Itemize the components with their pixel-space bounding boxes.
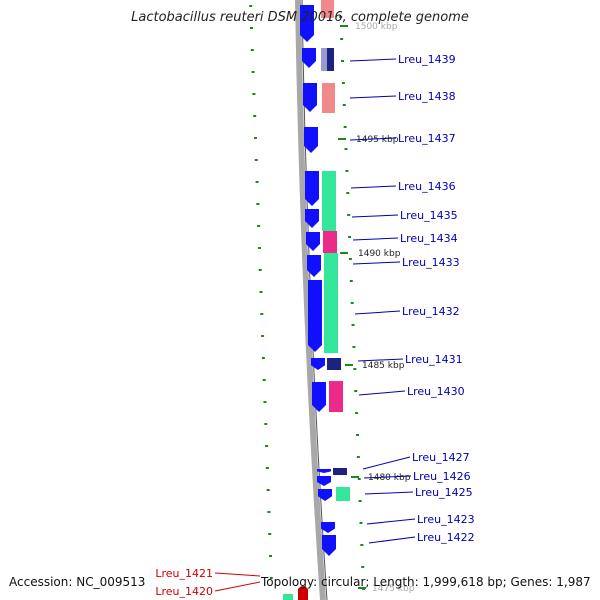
cog-block (324, 253, 338, 353)
gene-label: Lreu_1421 (155, 567, 213, 580)
kbp-tick-label: 1495 kbp (356, 135, 399, 145)
outer-ticks (339, 16, 366, 590)
cog-block (336, 487, 350, 501)
genome-summary-text: Topology: circular; Length: 1,999,618 bp… (261, 575, 591, 589)
gene-label: Lreu_1435 (400, 209, 458, 222)
kbp-tick-label: 1500 kbp (355, 22, 398, 32)
label-leader-line (350, 185, 397, 189)
cds-arrow (317, 469, 331, 473)
label-leader-line (366, 518, 416, 525)
gene-label: Lreu_1438 (398, 90, 456, 103)
kbp-tick-label: 1485 kbp (362, 361, 405, 371)
gene-label: Lreu_1436 (398, 180, 456, 193)
cds-arrow (304, 127, 318, 153)
label-leader-line (214, 572, 261, 577)
label-leader-line (214, 581, 261, 592)
cds-arrow (308, 280, 322, 352)
gene-label: Lreu_1430 (407, 385, 465, 398)
inner-ticks (249, 5, 273, 579)
kbp-tick-label: 1475 kbp (372, 584, 415, 594)
gene-label: Lreu_1433 (402, 256, 460, 269)
cds-arrow (318, 489, 332, 501)
gene-label: Lreu_1420 (155, 585, 213, 598)
label-leader-line (352, 261, 401, 265)
gene-label: Lreu_1427 (412, 451, 470, 464)
label-leader-line (364, 491, 414, 495)
label-leader-line (363, 475, 412, 479)
label-leader-line (368, 536, 416, 544)
gene-labels: Lreu_1439 Lreu_1438 Lreu_1437 Lreu_1436 Lreu… (155, 53, 474, 598)
cog-block (321, 48, 327, 71)
gene-label: Lreu_1437 (398, 132, 456, 145)
label-leader-line (349, 58, 397, 62)
kbp-tick-label: 1480 kbp (368, 473, 411, 483)
cds-arrow (302, 48, 316, 68)
cog-block (329, 381, 343, 412)
gene-label: Lreu_1423 (417, 513, 475, 526)
label-leader-line (358, 390, 406, 396)
label-leaders (214, 58, 416, 592)
cds-arrow (321, 522, 335, 533)
cds-arrow (300, 5, 314, 42)
label-leader-line (354, 310, 401, 315)
cds-arrow-red (298, 586, 308, 600)
cds-arrow (312, 382, 326, 412)
cog-track (283, 0, 350, 600)
backbone (295, 0, 326, 600)
map-title: Lactobacillus reuteri DSM 20016, complet… (131, 10, 469, 25)
cds-arrow (303, 83, 317, 112)
gene-label: Lreu_1434 (400, 232, 458, 245)
label-leader-line (352, 237, 399, 241)
cog-block (327, 358, 341, 370)
label-leader-line (362, 456, 411, 470)
cds-arrow (305, 171, 319, 206)
cds-arrow (322, 535, 336, 556)
gene-label: Lreu_1432 (402, 305, 460, 318)
gene-label: Lreu_1439 (398, 53, 456, 66)
cds-arrow (311, 358, 325, 370)
gene-label: Lreu_1425 (415, 486, 473, 499)
cog-block (322, 171, 336, 231)
accession-text: Accession: NC_009513 (9, 575, 146, 589)
cog-block (283, 594, 293, 600)
cog-block (333, 468, 347, 475)
cds-arrow (307, 255, 321, 277)
label-leader-line (349, 95, 397, 99)
cog-block (323, 231, 337, 253)
label-leader-line (349, 137, 397, 141)
gene-label: Lreu_1422 (417, 531, 475, 544)
cds-track (300, 5, 336, 556)
cog-block (327, 48, 334, 71)
cog-block (322, 83, 335, 113)
gene-label: Lreu_1431 (405, 353, 463, 366)
kbp-tick-label: 1490 kbp (358, 249, 401, 259)
label-leader-line (357, 358, 404, 362)
cds-arrow (305, 209, 319, 228)
cds-arrow (306, 232, 320, 251)
label-leader-line (351, 214, 399, 218)
gene-label: Lreu_1426 (413, 470, 471, 483)
cog-block (321, 0, 334, 18)
major-ticks: 1500 kbp 1495 kbp 1490 kbp 1485 kbp 1480 kbp… (338, 22, 415, 594)
cds-arrow (317, 476, 331, 486)
